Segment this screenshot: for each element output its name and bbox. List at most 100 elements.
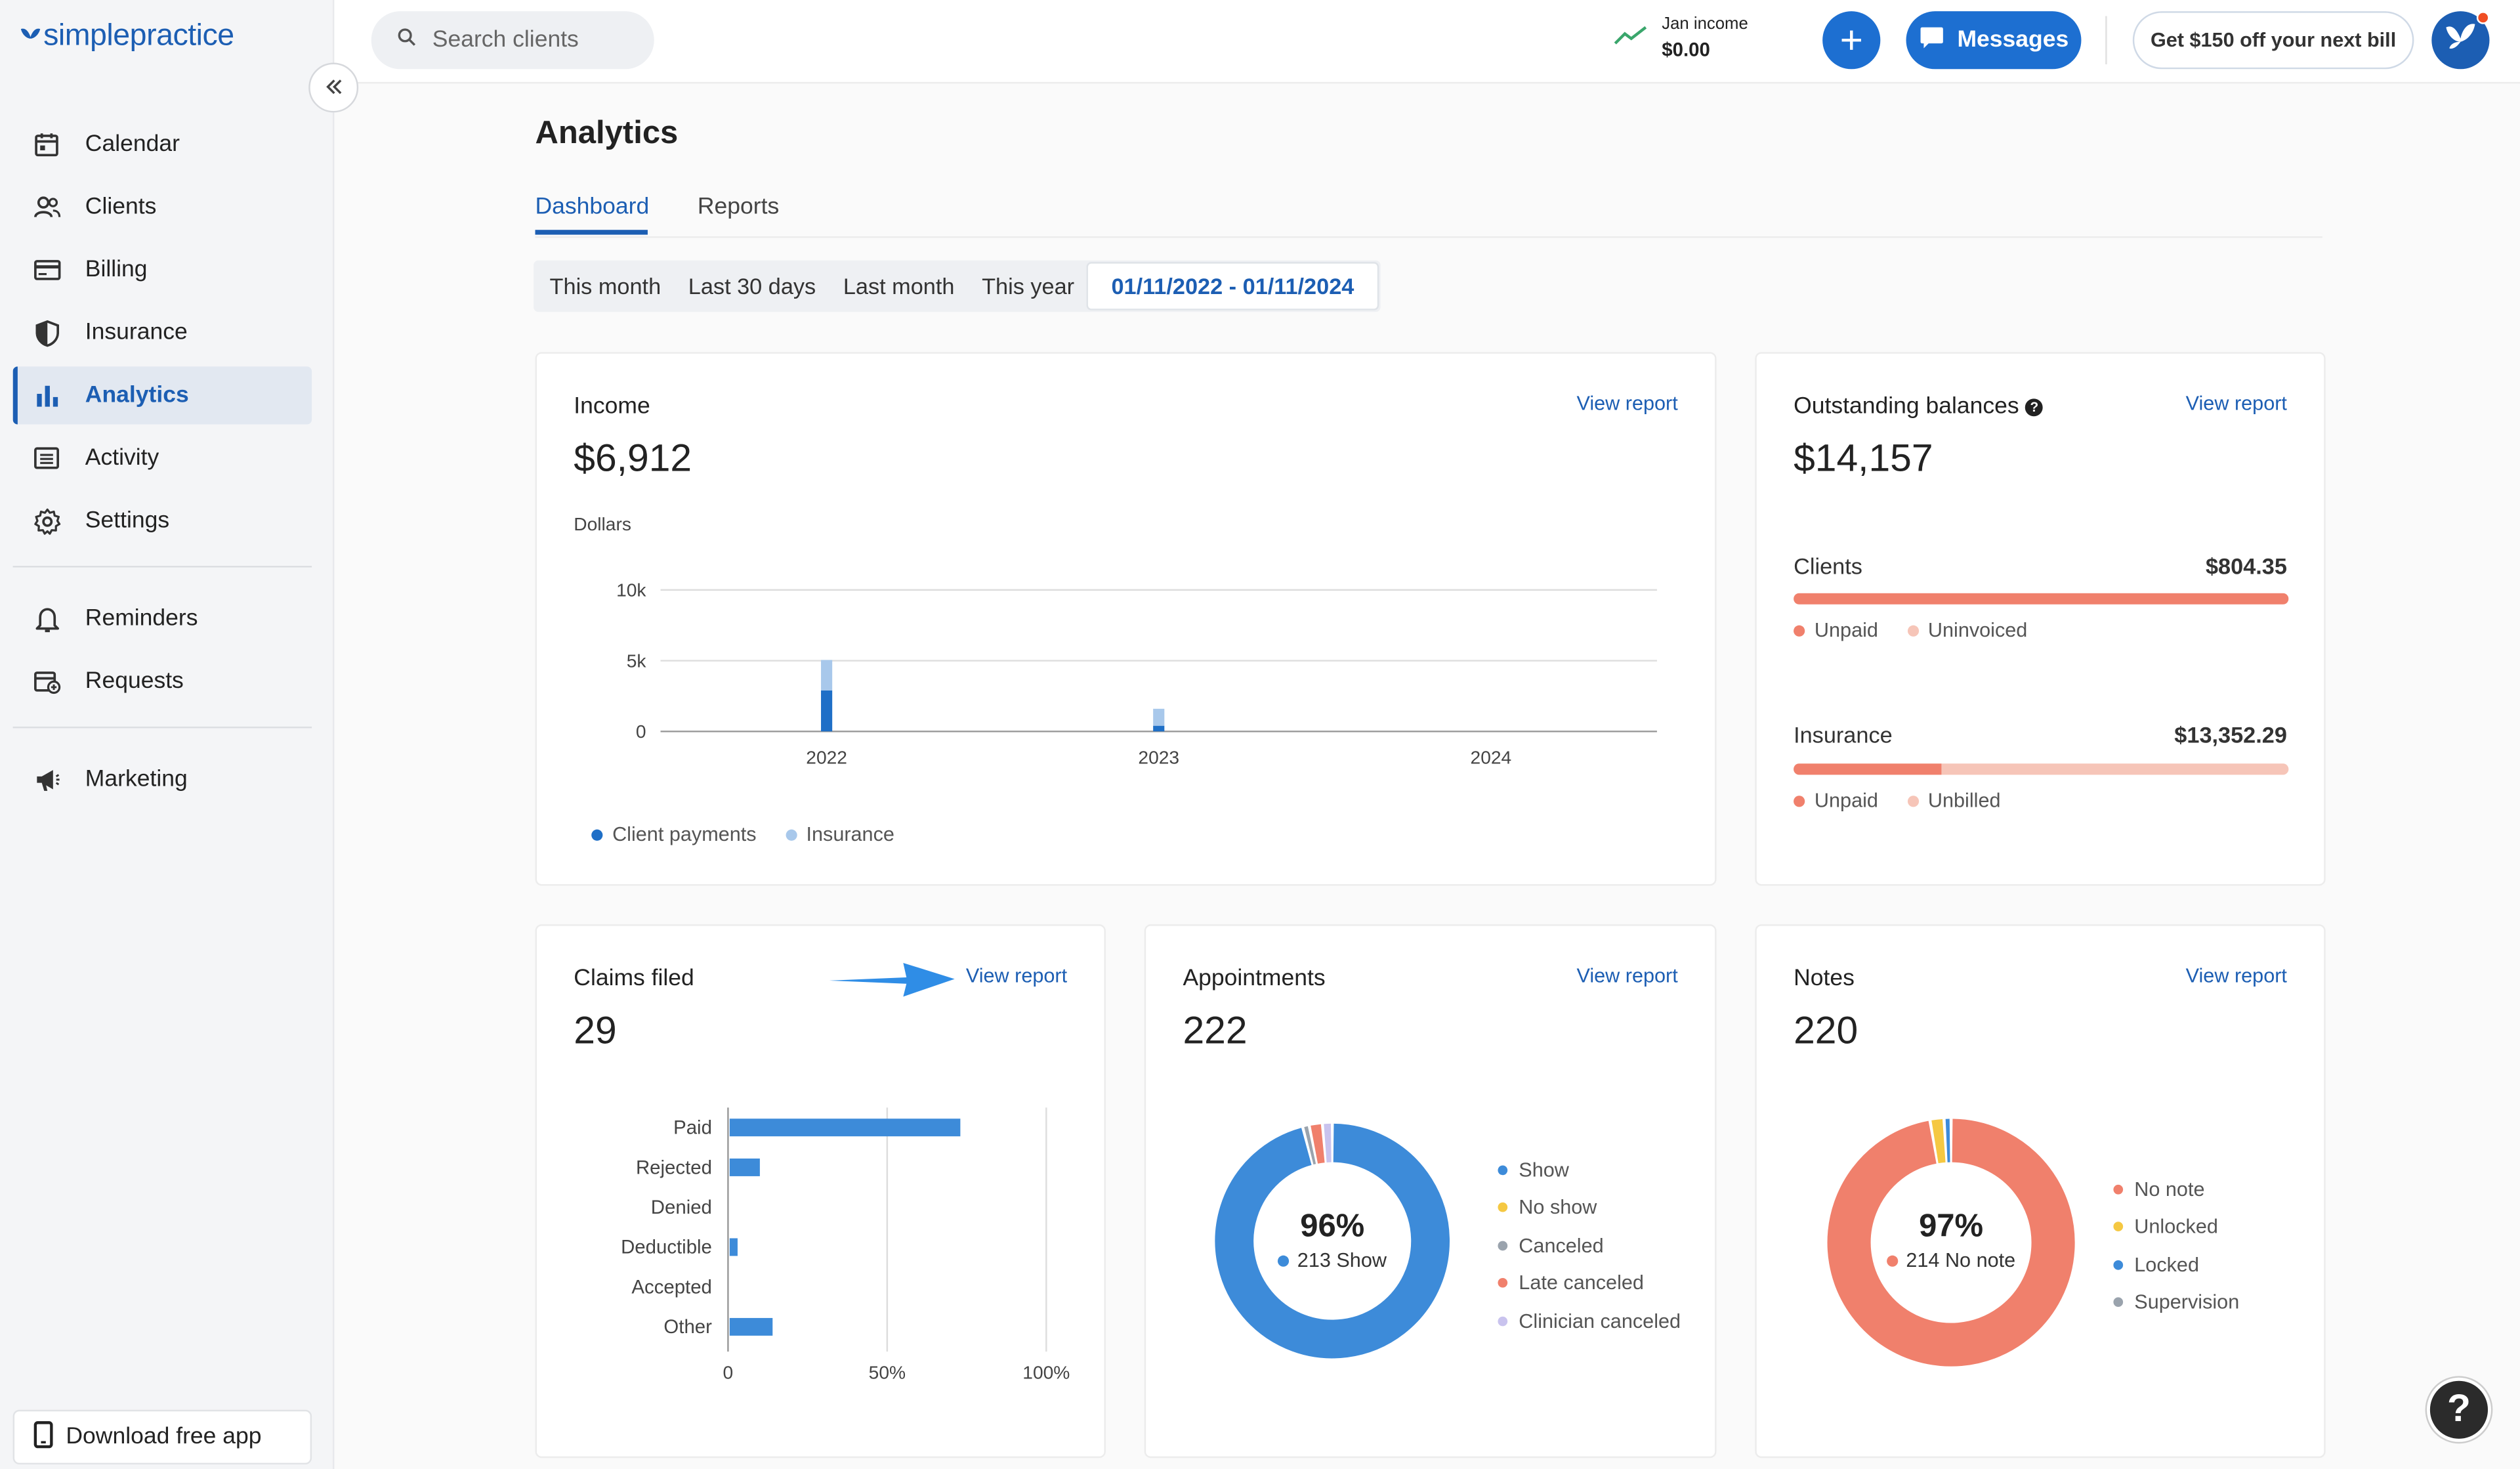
logo-text-light: simple	[43, 19, 130, 53]
legend-item-unpaid: Unpaid	[1794, 619, 1878, 641]
legend-label: Unbilled	[1927, 789, 2001, 812]
bar-segment-insurance	[821, 660, 833, 691]
activity-icon	[32, 444, 61, 473]
legend-dot	[2113, 1260, 2124, 1270]
income-summary[interactable]: Jan income $0.00	[1614, 14, 1748, 64]
sidebar-divider	[12, 726, 312, 729]
range-this-month[interactable]: This month	[549, 273, 662, 299]
legend-dot	[1794, 624, 1805, 636]
sidebar-item-billing[interactable]: Billing	[13, 241, 312, 299]
sidebar-item-label: Settings	[85, 507, 170, 534]
card-value: 222	[1183, 1009, 1248, 1054]
insurance-balance-amount: $13,352.29	[2174, 721, 2287, 748]
legend-item: Canceled	[1498, 1227, 1681, 1265]
card-title: Appointments	[1183, 966, 1326, 992]
butterfly-avatar-icon	[2443, 20, 2478, 60]
clients-balance-bar	[1794, 593, 2289, 605]
x-tick-label: 2022	[806, 747, 847, 767]
donut-subtitle: 214 No note	[1862, 1249, 2039, 1271]
messages-label: Messages	[1957, 27, 2069, 53]
sidebar-item-calendar[interactable]: Calendar	[13, 116, 312, 173]
sidebar-item-reminders[interactable]: Reminders	[13, 590, 312, 648]
search-placeholder: Search clients	[432, 27, 579, 53]
card-value: $6,912	[574, 437, 692, 481]
search-input[interactable]: Search clients	[371, 11, 654, 70]
help-circle-icon[interactable]: ?	[2025, 398, 2044, 416]
notification-dot	[2476, 11, 2490, 24]
page-title: Analytics	[535, 116, 679, 152]
legend-label: Canceled	[1519, 1234, 1604, 1257]
donut-percent: 97%	[1919, 1208, 1984, 1245]
x-tick-label: 100%	[1022, 1363, 1070, 1383]
gear-icon	[32, 506, 61, 535]
megaphone-icon	[32, 765, 61, 794]
sidebar-item-activity[interactable]: Activity	[13, 429, 312, 487]
active-tab-underline	[535, 230, 648, 235]
avatar[interactable]	[2431, 11, 2490, 70]
sidebar-item-insurance[interactable]: Insurance	[13, 304, 312, 362]
sidebar-item-settings[interactable]: Settings	[13, 492, 312, 549]
legend-item: Show	[1498, 1151, 1681, 1189]
calendar-icon	[32, 130, 61, 159]
sidebar-item-analytics[interactable]: Analytics	[12, 366, 312, 425]
sidebar-divider	[12, 566, 312, 568]
legend-item: Clinician canceled	[1498, 1302, 1681, 1340]
clients-balance-amount: $804.35	[2205, 553, 2287, 579]
card-value: $14,157	[1794, 437, 1933, 481]
messages-button[interactable]: Messages	[1906, 11, 2082, 70]
range-last-month[interactable]: Last month	[843, 273, 955, 299]
bar-other	[729, 1317, 773, 1336]
insurance-balance-bar	[1794, 763, 2289, 775]
download-app-button[interactable]: Download free app	[12, 1409, 312, 1465]
add-button[interactable]	[1822, 11, 1881, 70]
clients-icon	[32, 193, 61, 222]
legend-dot	[2113, 1184, 2124, 1194]
legend-item: Late canceled	[1498, 1264, 1681, 1302]
legend-dot	[1498, 1164, 1508, 1175]
tab-dashboard[interactable]: Dashboard	[535, 194, 650, 221]
view-report-link[interactable]: View report	[965, 964, 1068, 987]
legend-item: No show	[1498, 1189, 1681, 1227]
y-axis-unit-label: Dollars	[574, 516, 631, 536]
card-title: Notes	[1794, 966, 1855, 992]
range-this-year[interactable]: This year	[982, 273, 1075, 299]
collapse-sidebar-button[interactable]	[308, 62, 359, 113]
legend-label: Uninvoiced	[1927, 618, 2028, 642]
sidebar-item-clients[interactable]: Clients	[13, 179, 312, 236]
view-report-link[interactable]: View report	[1576, 964, 1678, 987]
income-value: $0.00	[1662, 38, 1710, 62]
category-label: Rejected	[636, 1157, 712, 1178]
trend-up-icon	[1614, 24, 1649, 55]
promo-button[interactable]: Get $150 off your next bill	[2132, 11, 2414, 70]
tab-reports[interactable]: Reports	[697, 194, 780, 221]
sidebar-item-requests[interactable]: Requests	[13, 652, 312, 710]
category-label: Paid	[673, 1117, 712, 1139]
sidebar-item-label: Calendar	[85, 131, 180, 158]
clients-unpaid-fill	[1794, 593, 2289, 605]
plus-icon	[1840, 19, 1862, 61]
view-report-link[interactable]: View report	[2185, 392, 2287, 415]
view-report-link[interactable]: View report	[2185, 964, 2287, 987]
clients-balance-label: Clients	[1794, 553, 1862, 579]
legend-label: Clinician canceled	[1519, 1309, 1681, 1332]
income-card: Income View report $6,912 Dollars 0 5k 10k…	[535, 352, 1717, 886]
income-label: Jan income	[1662, 14, 1748, 34]
donut-center: 96% 213 Show	[1252, 1209, 1413, 1271]
legend-label: Locked	[2134, 1253, 2199, 1276]
clients-balance-legend: Unpaid Uninvoiced	[1794, 619, 2056, 641]
question-mark-icon: ?	[2446, 1387, 2471, 1431]
sidebar-item-label: Billing	[85, 257, 148, 284]
slice-canceled	[1304, 1126, 1316, 1165]
x-tick-label: 2024	[1471, 747, 1512, 767]
range-custom-active[interactable]: 01/11/2022 - 01/11/2024	[1087, 262, 1379, 310]
card-title: Outstanding balances ?	[1794, 394, 2044, 419]
bar-segment-client-payments	[821, 690, 833, 732]
legend-dot	[1498, 1278, 1508, 1288]
help-button[interactable]: ?	[2426, 1377, 2491, 1442]
range-last-30-days[interactable]: Last 30 days	[688, 273, 816, 299]
view-report-link[interactable]: View report	[1576, 392, 1678, 415]
simplepractice-logo[interactable]: simple practice	[19, 19, 234, 54]
sidebar-item-label: Marketing	[85, 767, 188, 793]
category-label: Denied	[651, 1197, 712, 1218]
sidebar-item-marketing[interactable]: Marketing	[13, 751, 312, 809]
